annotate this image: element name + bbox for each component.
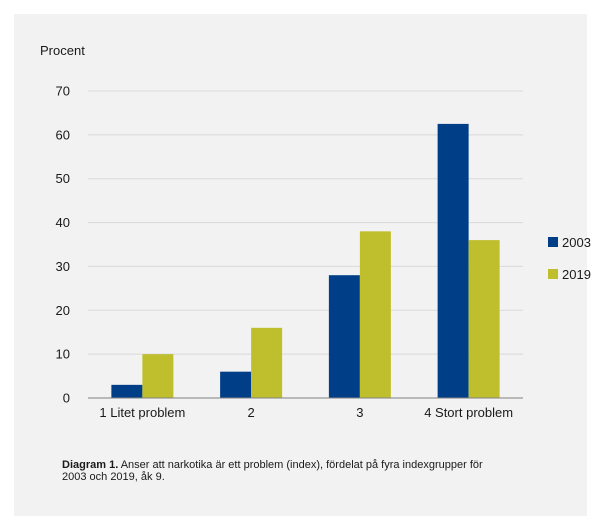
x-tick-label: 1 Litet problem — [99, 405, 185, 420]
bar-2003-2 — [220, 371, 252, 398]
bar-2003-1 — [111, 384, 143, 398]
y-tick-label: 20 — [56, 303, 70, 318]
legend-swatch-2019 — [548, 269, 558, 279]
y-tick-label: 30 — [56, 259, 70, 274]
bars — [111, 123, 500, 399]
y-tick-label: 0 — [63, 391, 70, 406]
x-tick-label: 4 Stort problem — [424, 405, 513, 420]
bar-2019-4 — [468, 240, 500, 398]
y-axis-ticks: 0 10 20 30 40 50 60 70 — [56, 84, 70, 406]
bar-2019-3 — [359, 231, 391, 398]
caption-text: Anser att narkotika är ett problem (inde… — [62, 459, 483, 483]
y-tick-label: 40 — [56, 215, 70, 230]
legend: 2003 2019 — [548, 235, 591, 282]
bar-2003-3 — [328, 275, 360, 398]
y-tick-label: 10 — [56, 347, 70, 362]
x-tick-label: 2 — [248, 405, 255, 420]
y-tick-label: 50 — [56, 171, 70, 186]
legend-label-2019: 2019 — [562, 267, 591, 282]
y-tick-label: 60 — [56, 127, 70, 142]
y-tick-label: 70 — [56, 84, 70, 99]
bar-2003-4 — [437, 123, 469, 399]
bar-2019-2 — [251, 327, 283, 398]
figure-caption: Diagram 1. Anser att narkotika är ett pr… — [62, 459, 492, 483]
legend-label-2003: 2003 — [562, 235, 591, 250]
x-tick-label: 3 — [356, 405, 363, 420]
bar-2019-1 — [142, 354, 174, 398]
y-axis-title: Procent — [40, 43, 85, 58]
x-axis-ticks: 1 Litet problem 2 3 4 Stort problem — [99, 405, 513, 420]
caption-label: Diagram 1. — [62, 459, 119, 471]
legend-swatch-2003 — [548, 237, 558, 247]
